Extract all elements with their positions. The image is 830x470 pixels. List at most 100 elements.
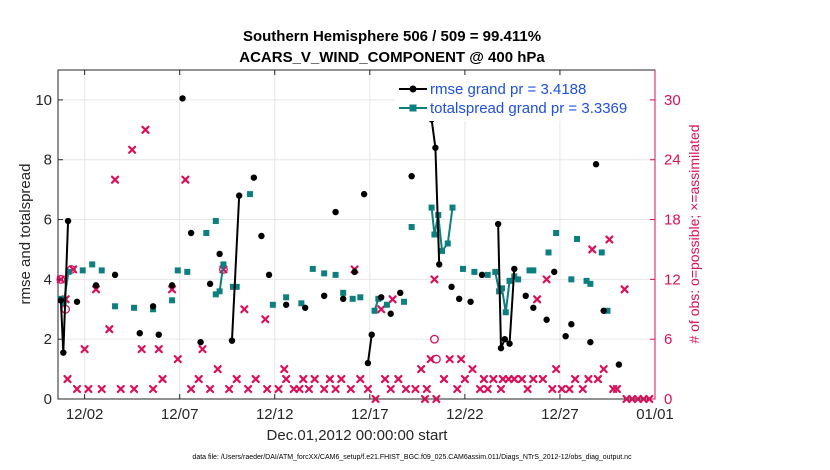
- obs-assimilated-point-94: [599, 364, 608, 374]
- obs-assimilated-point-47: [346, 384, 355, 394]
- yr-tick-label-3: 18: [664, 212, 681, 229]
- left-y-axis-ticks: 0 2 4 6 8 10: [35, 92, 63, 408]
- rmse-point-s2-1: [368, 331, 375, 338]
- rmse-point-14: [265, 271, 273, 279]
- totalspread-point-13: [283, 294, 290, 301]
- rmse-point-5: [155, 331, 162, 338]
- rmse-point-s0-1: [60, 349, 67, 356]
- totalspread-point-0: [79, 267, 86, 274]
- obs-assimilated-point-13: [129, 384, 139, 394]
- rmse-point-13: [258, 232, 265, 240]
- totalspread-point-s5-0: [492, 268, 499, 275]
- obs-assimilated-point-15: [141, 125, 150, 134]
- obs-assimilated-point-79: [517, 374, 527, 384]
- obs-assimilated-point-81: [529, 374, 538, 384]
- yl-tick-label-3: 6: [44, 212, 52, 229]
- rmse-point-7: [179, 95, 186, 102]
- rmse-point-17: [320, 292, 328, 300]
- rmse-point-32: [543, 316, 550, 323]
- totalspread-point-s4-1: [431, 231, 438, 238]
- obs-assimilated-point-65: [439, 374, 449, 384]
- rmse-point-36: [587, 338, 594, 346]
- obs-assimilated-point-29: [232, 374, 241, 384]
- obs-assimilated-point-63: [430, 275, 439, 284]
- rmse-line-2: [366, 334, 373, 364]
- totalspread-point-23: [408, 224, 415, 231]
- obs-assimilated-point-40: [299, 374, 308, 384]
- x-tick-label-3: 12/17: [351, 406, 389, 423]
- obs-assimilated-point-73: [483, 384, 492, 394]
- obs-assimilated-point-77: [504, 374, 513, 384]
- obs-assimilated-point-5: [80, 345, 89, 354]
- rmse-point-6: [168, 282, 176, 289]
- yr-tick-label-2: 12: [664, 271, 681, 288]
- obs-assimilated-point-44: [325, 374, 334, 384]
- obs-assimilated-point-28: [225, 384, 234, 394]
- obs-assimilated-point-45: [331, 384, 340, 394]
- totalspread-point-8: [184, 268, 191, 275]
- rmse-point-s1-0: [228, 337, 236, 344]
- obs-assimilated-point-22: [186, 384, 196, 394]
- obs-possible-point-0: [56, 274, 66, 284]
- totalspread-point-11: [247, 191, 254, 198]
- obs-assimilated-point-12: [128, 145, 137, 154]
- rmse-point-s4-4: [511, 265, 518, 273]
- totalspread-point-37: [604, 307, 611, 314]
- obs-assimilated-point-49: [356, 374, 365, 384]
- totalspread-point-s4-3: [439, 247, 446, 254]
- totalspread-point-34: [583, 277, 590, 284]
- obs-assimilated-point-57: [401, 384, 411, 394]
- obs-assimilated-point-14: [137, 345, 146, 354]
- legend-marker-rmse: [409, 85, 417, 93]
- legend-box: [395, 75, 647, 121]
- obs-assimilated-point-39: [295, 384, 304, 394]
- obs-assimilated-point-46: [337, 374, 346, 384]
- totalspread-point-25: [471, 268, 478, 275]
- obs-assimilated-point-98: [620, 285, 629, 294]
- x-tick-label-0: 12/02: [66, 406, 104, 423]
- obs-assimilated-point-60: [420, 394, 430, 404]
- obs-possible-point-5: [431, 354, 441, 364]
- totalspread-point-12: [269, 301, 276, 308]
- totalspread-point-35: [587, 280, 594, 287]
- totalspread-point-s1-1: [216, 288, 223, 295]
- totalspread-point-30: [545, 249, 552, 256]
- obs-assimilated-point-69: [460, 374, 469, 384]
- obs-assimilated-point-42: [310, 374, 319, 384]
- obs-assimilated-point-102: [639, 394, 648, 404]
- obs-assimilated-point-59: [417, 364, 426, 374]
- obs-assimilated-point-4: [72, 384, 82, 394]
- totalspread-point-3: [112, 303, 119, 310]
- obs-assimilated-point-54: [386, 384, 395, 394]
- totalspread-point-26: [484, 271, 491, 278]
- obs-assimilated-point-50: [363, 384, 373, 394]
- totalspread-point-s0-1: [60, 300, 67, 307]
- totalspread-point-6: [169, 297, 176, 304]
- rmse-point-16: [301, 304, 309, 311]
- rmse-point-37: [592, 161, 600, 168]
- rmse-point-27: [455, 295, 463, 303]
- obs-assimilated-point-31: [244, 384, 253, 394]
- obs-assimilated-point-87: [557, 384, 566, 394]
- obs-assimilated-point-36: [280, 364, 289, 374]
- obs-assimilated-point-38: [289, 384, 298, 394]
- yl-tick-label-2: 4: [44, 271, 52, 288]
- rmse-point-s4-0: [494, 220, 502, 228]
- obs-assimilated-point-80: [523, 384, 532, 394]
- rmse-point-35: [568, 321, 575, 328]
- rmse-point-20: [351, 268, 358, 276]
- rmse-point-8: [187, 229, 195, 237]
- rmse-point-22: [378, 294, 385, 301]
- y-axis-label-right: # of obs: o=possible; ×=assimilated: [686, 124, 702, 343]
- obs-assimilated-point-76: [498, 374, 507, 384]
- totalspread-line-4: [430, 207, 454, 254]
- totalspread-point-32: [568, 276, 575, 283]
- yr-tick-label-0: 0: [664, 391, 672, 408]
- totalspread-point-s3-0: [371, 307, 378, 314]
- rmse-point-9: [197, 338, 204, 346]
- obs-assimilated-point-8: [97, 384, 106, 394]
- data-file-footnote: data file: /Users/raeder/DAI/ATM_forcXX/…: [192, 454, 632, 461]
- chart-title-line2: ACARS_V_WIND_COMPONENT @ 400 hPa: [239, 49, 545, 66]
- totalspread-point-9: [203, 230, 210, 237]
